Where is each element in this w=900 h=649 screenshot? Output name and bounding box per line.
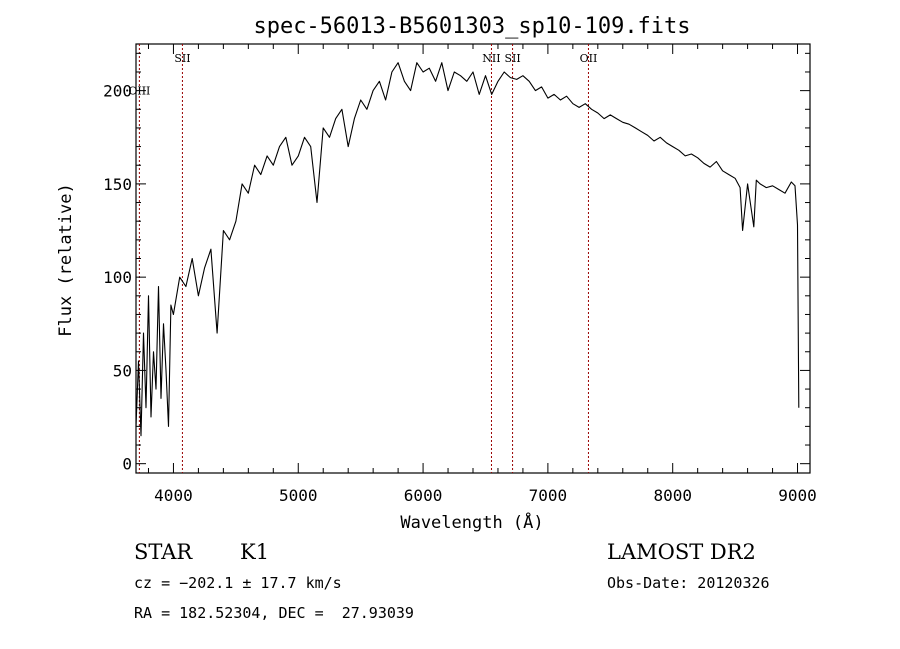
- x-tick-label: 9000: [778, 486, 817, 505]
- redshift-text: cz = −202.1 ± 17.7 km/s: [134, 574, 342, 592]
- survey-name: LAMOST DR2: [607, 540, 756, 564]
- chart-title: spec-56013-B5601303_sp10-109.fits: [253, 14, 690, 39]
- object-class: STAR: [134, 540, 193, 564]
- x-tick-label: 8000: [653, 486, 692, 505]
- y-tick-label: 0: [122, 455, 132, 474]
- obs-date-text: Obs-Date: 20120326: [607, 574, 770, 592]
- x-tick-label: 7000: [529, 486, 568, 505]
- y-tick-label: 200: [103, 82, 132, 101]
- emission-line-label: OII: [580, 52, 598, 65]
- y-tick-label: 100: [103, 268, 132, 287]
- coordinates-text: RA = 182.52304, DEC = 27.93039: [134, 604, 414, 622]
- y-tick-label: 50: [113, 361, 132, 380]
- plot-frame: [135, 43, 811, 474]
- x-axis-label: Wavelength (Å): [400, 511, 543, 533]
- x-tick-label: 5000: [279, 486, 318, 505]
- object-subclass: K1: [240, 540, 270, 564]
- x-tick-label: 6000: [404, 486, 443, 505]
- emission-line-label: NII: [482, 52, 500, 65]
- x-tick-label: 4000: [154, 486, 193, 505]
- spectrum-series-line: [135, 62, 800, 437]
- emission-line-label: SII: [174, 52, 190, 65]
- y-axis-label: Flux (relative): [56, 183, 76, 337]
- y-tick-label: 150: [103, 175, 132, 194]
- emission-line-label: SII: [504, 52, 520, 65]
- axis-ticks: 4000 5000 6000 7000 8000 9000 0 50 100 150 200: [103, 44, 817, 505]
